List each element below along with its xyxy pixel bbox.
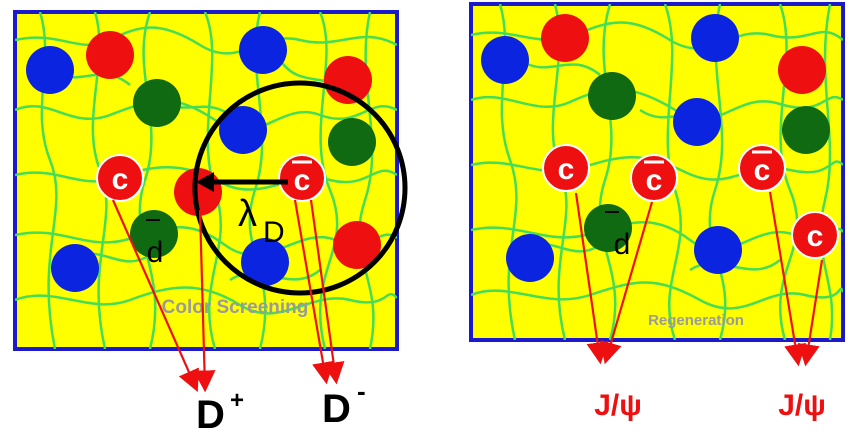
- blue-quark: [26, 46, 74, 94]
- svg-text:-: -: [357, 376, 366, 406]
- blue-quark: [51, 244, 99, 292]
- red-quark: [778, 46, 826, 94]
- green-quark: [130, 210, 178, 258]
- blue-quark: [694, 226, 742, 274]
- svg-text:+: +: [230, 387, 244, 414]
- svg-text:D: D: [263, 216, 285, 249]
- red-quark: [333, 221, 381, 269]
- debye-length-label: λ D: [238, 193, 285, 249]
- red-quark: [86, 31, 134, 79]
- left-panel: c c d λ D Color Screening D +: [13, 10, 408, 437]
- decay-arrows-left: [111, 199, 345, 393]
- anticharm-quark: c: [738, 144, 786, 192]
- color-screening-caption: Color Screening: [162, 297, 309, 318]
- svg-text:D: D: [322, 387, 351, 431]
- anticharm-quark: c: [630, 154, 678, 202]
- blue-quark: [691, 14, 739, 62]
- green-quark: [782, 106, 830, 154]
- blue-quark: [219, 106, 267, 154]
- svg-text:λ: λ: [238, 193, 257, 235]
- charm-quark: c: [96, 154, 144, 202]
- blue-quark: [241, 238, 289, 286]
- antiquark-label: d: [147, 236, 164, 269]
- blue-quark: [506, 234, 554, 282]
- green-quark: [133, 79, 181, 127]
- blue-quark: [481, 36, 529, 84]
- blue-quark: [239, 26, 287, 74]
- antiquark-label: d: [614, 228, 631, 261]
- blue-quark: [673, 98, 721, 146]
- charm-quark: c: [791, 211, 839, 259]
- green-quark: [584, 204, 632, 252]
- d-plus-meson-label: D +: [196, 387, 244, 437]
- antiquark-d: d: [605, 211, 631, 261]
- antiquark-d: d: [146, 219, 164, 269]
- recombination-arrows: [574, 191, 824, 367]
- anticharm-label: c: [754, 154, 771, 187]
- svg-text:D: D: [196, 393, 225, 433]
- d-minus-meson-label: D -: [322, 376, 366, 431]
- regeneration-caption: Regeneration: [648, 312, 744, 329]
- debye-screening-circle: [192, 80, 408, 296]
- jpsi-label: J/ψ: [594, 389, 642, 422]
- jpsi-label: J/ψ: [778, 389, 826, 422]
- green-quark: [588, 72, 636, 120]
- right-panel: c c c c d Regeneration J/ψ J/ψ: [469, 2, 845, 422]
- charm-quark: c: [542, 144, 590, 192]
- charm-label: c: [112, 163, 129, 196]
- green-quark: [328, 118, 376, 166]
- charm-label: c: [558, 153, 575, 186]
- anticharm-label: c: [294, 164, 311, 197]
- anticharm-label: c: [646, 164, 663, 197]
- debye-arrowhead: [196, 172, 214, 192]
- charm-label: c: [807, 220, 824, 253]
- anticharm-quark: c: [278, 154, 326, 202]
- red-quark: [541, 14, 589, 62]
